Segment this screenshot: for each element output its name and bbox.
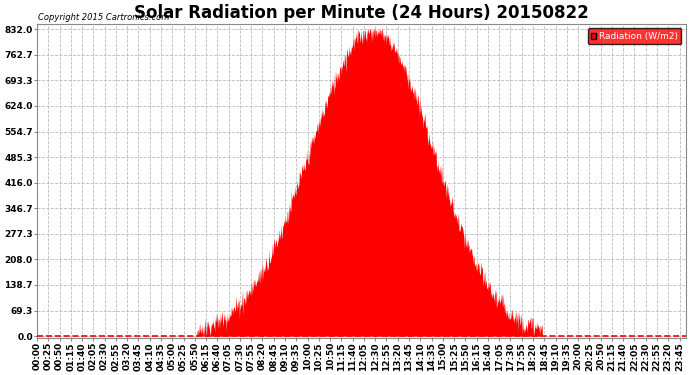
Text: Copyright 2015 Cartronics.com: Copyright 2015 Cartronics.com bbox=[38, 13, 169, 22]
Title: Solar Radiation per Minute (24 Hours) 20150822: Solar Radiation per Minute (24 Hours) 20… bbox=[134, 4, 589, 22]
Legend: Radiation (W/m2): Radiation (W/m2) bbox=[588, 28, 681, 45]
